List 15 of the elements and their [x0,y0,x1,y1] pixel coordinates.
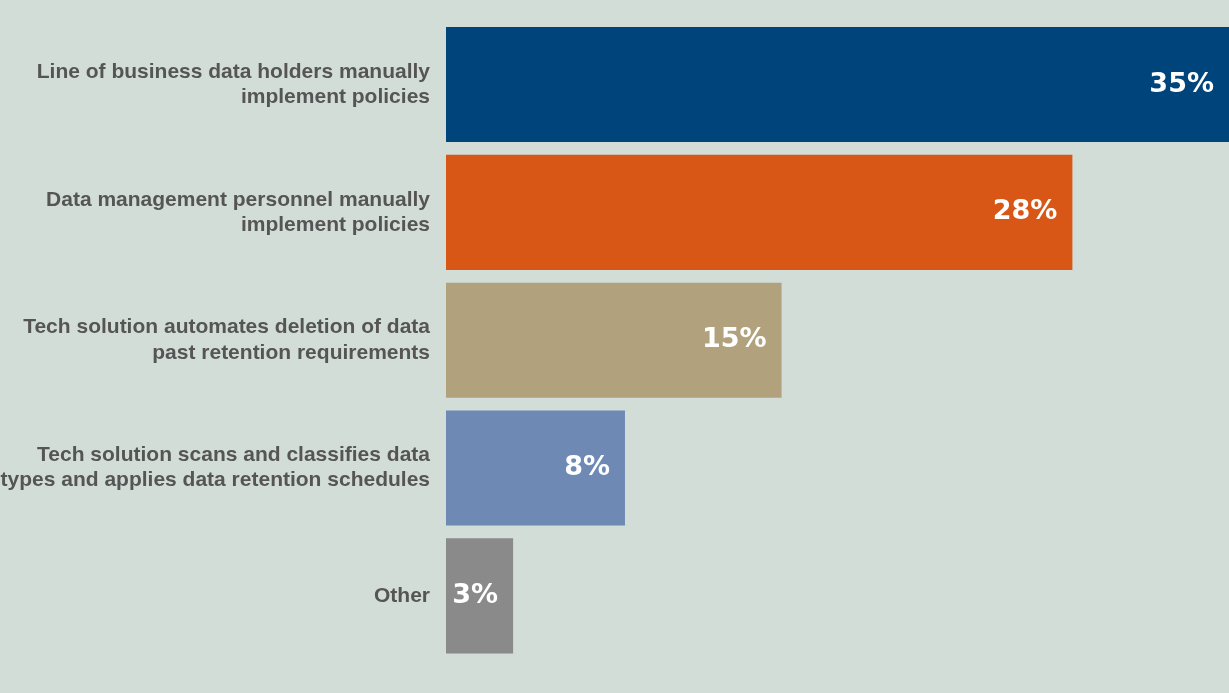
data-label: 3% [452,577,499,609]
y-tick-label: Data management personnel manually implement policies [46,186,431,235]
bar [446,26,1229,143]
data-label: 35% [1149,66,1214,98]
bar [446,410,625,526]
bar [446,154,1073,270]
y-tick-label: Other [373,582,430,606]
data-label: 28% [992,194,1058,226]
y-tick-label: Line of business data holders manually implement policies [36,58,431,107]
y-tick-label: Tech solution automates deletion of data past retention requirements [23,314,431,363]
bar [446,282,782,398]
y-tick-label: Tech solution scans and classifies data types and applies data retention schedules [0,442,431,491]
bar [446,538,514,654]
data-label: 15% [701,322,767,354]
data-label: 8% [564,450,610,482]
